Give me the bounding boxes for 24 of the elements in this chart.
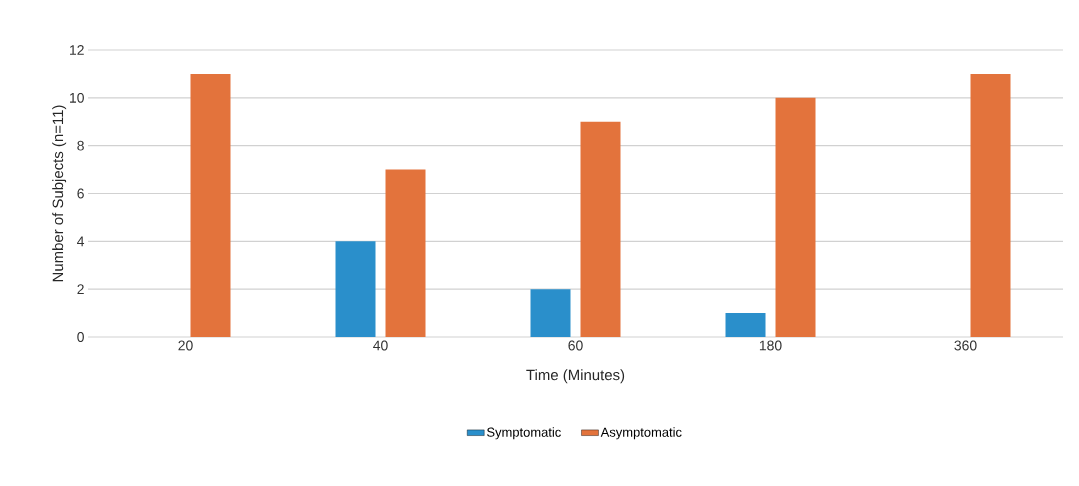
y-tick-label: 6: [77, 188, 84, 199]
x-tick-label: 40: [373, 340, 388, 351]
legend-label: Asymptomatic: [600, 427, 682, 440]
x-axis-title: Time (Minutes): [526, 369, 625, 384]
bar: [385, 169, 426, 337]
x-tick-label: 180: [759, 340, 782, 351]
bar: [775, 97, 816, 337]
bar: [580, 121, 621, 337]
bar: [335, 241, 376, 337]
bar: [725, 313, 766, 337]
legend-label: Symptomatic: [487, 427, 561, 440]
bar: [190, 73, 231, 337]
y-tick-label: 12: [70, 45, 84, 55]
y-tick-label: 2: [77, 284, 84, 295]
y-tick-label: 8: [77, 140, 84, 151]
bar: [970, 73, 1011, 337]
y-tick-label: 0: [77, 332, 84, 342]
bar: [530, 289, 571, 337]
x-tick-label: 20: [178, 340, 193, 351]
y-tick-label: 10: [70, 92, 84, 103]
y-axis-title: Number of Subjects (n=11): [52, 105, 67, 282]
y-tick-label: 4: [77, 236, 85, 247]
x-tick-label: 360: [954, 340, 977, 351]
x-tick-label: 60: [568, 340, 583, 351]
